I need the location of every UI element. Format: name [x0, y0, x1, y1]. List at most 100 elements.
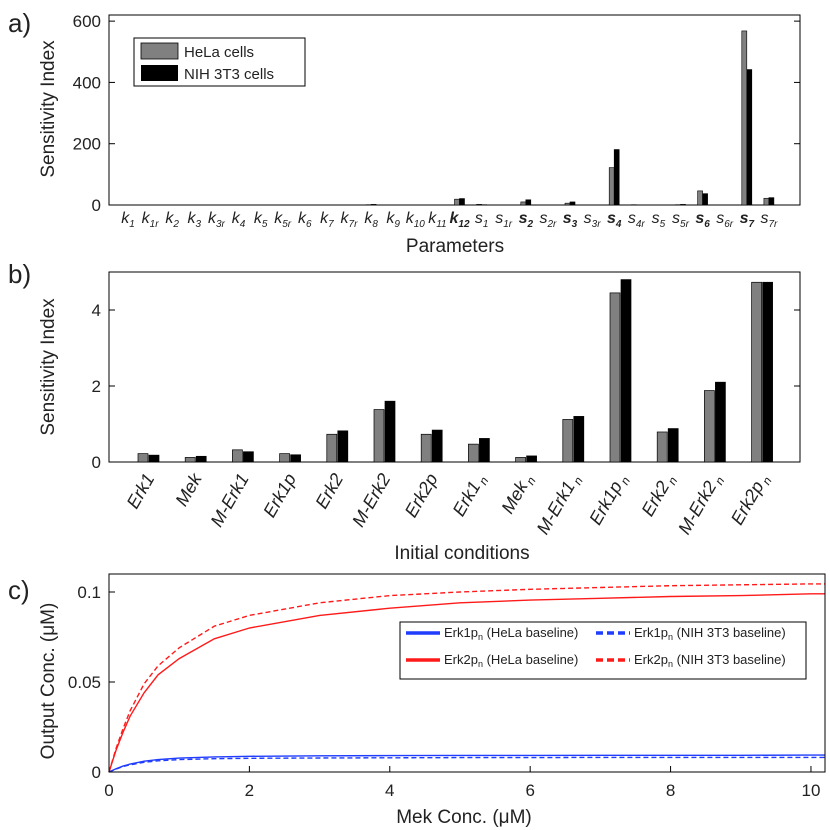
category-subscript: 9 [394, 219, 400, 230]
legend-label-base: Erk2p [634, 652, 668, 667]
panel-a-category-label: s4r [628, 210, 646, 230]
panel-b-ytick-label: 0 [92, 453, 101, 472]
category-base: Erk2 [311, 470, 347, 512]
bar-hela [454, 198, 460, 206]
bar-nih3t3 [384, 400, 396, 463]
category-base: s [539, 210, 547, 227]
panel-a-category-label: s5 [652, 210, 666, 230]
panel-a-category-label: k3r [208, 210, 226, 230]
category-base: k [142, 210, 151, 227]
panel-c-ylabel: Output Conc. (μM) [38, 603, 59, 760]
category-base: M-Erk2 [348, 470, 394, 530]
bar-hela [608, 167, 615, 206]
panel-c-xtick-label: 8 [666, 781, 675, 800]
category-base: Erk2p [727, 478, 768, 529]
panel-a-category-label: s7r [760, 210, 778, 230]
category-base: M-Erk1 [207, 470, 253, 530]
bar-nih3t3 [768, 197, 775, 206]
category-subscript: 10 [414, 219, 426, 230]
category-base: k [428, 210, 437, 227]
panel-c-ytick-label: 0 [92, 763, 101, 782]
category-subscript: 1r [150, 219, 160, 230]
panel-b-category-label: M-Erk2 [348, 470, 394, 530]
panel-a-category-label: k8 [364, 210, 378, 230]
bar-hela [373, 409, 385, 463]
category-subscript: 3 [196, 219, 202, 230]
category-subscript: 11 [436, 219, 446, 230]
panel-a-category-label: k7 [320, 210, 334, 230]
panel-c-xtick-label: 0 [104, 781, 113, 800]
bar-nih3t3 [762, 281, 773, 463]
panel-a-category-label: k11 [428, 210, 446, 230]
panel-a-category-label: s1r [495, 210, 513, 230]
panel-a-ytick-label: 600 [73, 12, 101, 31]
category-subscript: 3r [216, 219, 226, 230]
category-subscript: 12 [458, 219, 470, 230]
bar-hela [468, 443, 479, 463]
bar-nih3t3 [746, 69, 753, 206]
panel-a-category-label: k2 [165, 210, 179, 230]
category-base: k [320, 210, 329, 227]
bar-nih3t3 [613, 149, 620, 206]
category-subscript: 6r [724, 219, 734, 230]
category-subscript: 1 [483, 219, 489, 230]
bar-nih3t3 [479, 438, 490, 463]
panel-c-xtick-label: 6 [525, 781, 534, 800]
category-subscript: 2 [526, 219, 533, 230]
bar-nih3t3 [620, 279, 632, 463]
bar-hela [420, 433, 432, 463]
panel-b: b) Sensitivity Index Initial conditions … [8, 259, 801, 564]
category-base: k [165, 210, 174, 227]
legend-label-subscript: n [478, 659, 483, 669]
panel-a-category-label: k1r [142, 210, 160, 230]
panel-c-plot-frame [108, 573, 826, 773]
panel-a: a) Sensitivity Index Parameters 0 200 400 6… [8, 8, 801, 257]
panel-b-category-label: Erk1n [449, 470, 492, 521]
panel-b-label: b) [8, 259, 31, 289]
bar-nih3t3 [148, 454, 160, 463]
legend-label-base: Erk1p [634, 625, 668, 640]
panel-b-category-label: Erk2p [401, 470, 442, 521]
bar-nih3t3 [702, 193, 708, 206]
bar-hela [515, 457, 526, 463]
category-subscript: 4 [615, 219, 622, 230]
panel-b-category-label: M-Erk2n [674, 470, 727, 540]
panel-c-ytick-label: 0.05 [68, 673, 101, 692]
legend-label-suffix: (NIH 3T3 baseline) [673, 625, 786, 640]
legend-label-subscript: n [668, 659, 673, 669]
series-line-erk1p-nih3t3 [108, 756, 825, 773]
panel-a-category-label: k5r [274, 210, 292, 230]
category-subscript: 5r [680, 219, 690, 230]
panel-a-category-label: s1 [475, 210, 489, 230]
bar-nih3t3 [243, 451, 254, 463]
bar-nih3t3 [569, 201, 576, 206]
panel-b-ylabel: Sensitivity Index [38, 298, 59, 436]
category-base: k [232, 210, 241, 227]
category-base: s [519, 210, 528, 227]
bar-hela [279, 453, 290, 463]
panel-a-ytick-label: 0 [92, 196, 101, 215]
legend-label-base: Erk2p [444, 652, 478, 667]
category-subscript: 1 [129, 219, 135, 230]
legend-label-suffix: (HeLa baseline) [483, 625, 578, 640]
bar-nih3t3 [337, 430, 349, 463]
panel-a-category-label: k1 [121, 210, 135, 230]
bar-hela [520, 201, 527, 206]
panel-a-category-label: s6r [716, 210, 734, 230]
panel-a-category-label: s2r [539, 210, 557, 230]
panel-b-category-label: Erk1p [259, 470, 300, 521]
bar-hela [564, 202, 571, 206]
panel-a-category-label: s7 [740, 210, 755, 230]
panel-b-category-label: Erk1 [123, 470, 159, 512]
category-subscript: 5 [660, 219, 666, 230]
panel-a-category-label: k7r [341, 210, 359, 230]
panel-a-category-label: k5 [254, 210, 268, 230]
panel-b-plot-frame [108, 271, 801, 463]
bar-nih3t3 [195, 455, 207, 463]
category-base: s [740, 210, 749, 227]
bar-nih3t3 [526, 455, 537, 463]
category-base: k [274, 210, 283, 227]
legend-entry-label: Erk1pn (HeLa baseline) [444, 625, 578, 642]
panel-c: c) Output Conc. (μM) Mek Conc. (μM) 0 0.0… [8, 573, 826, 828]
